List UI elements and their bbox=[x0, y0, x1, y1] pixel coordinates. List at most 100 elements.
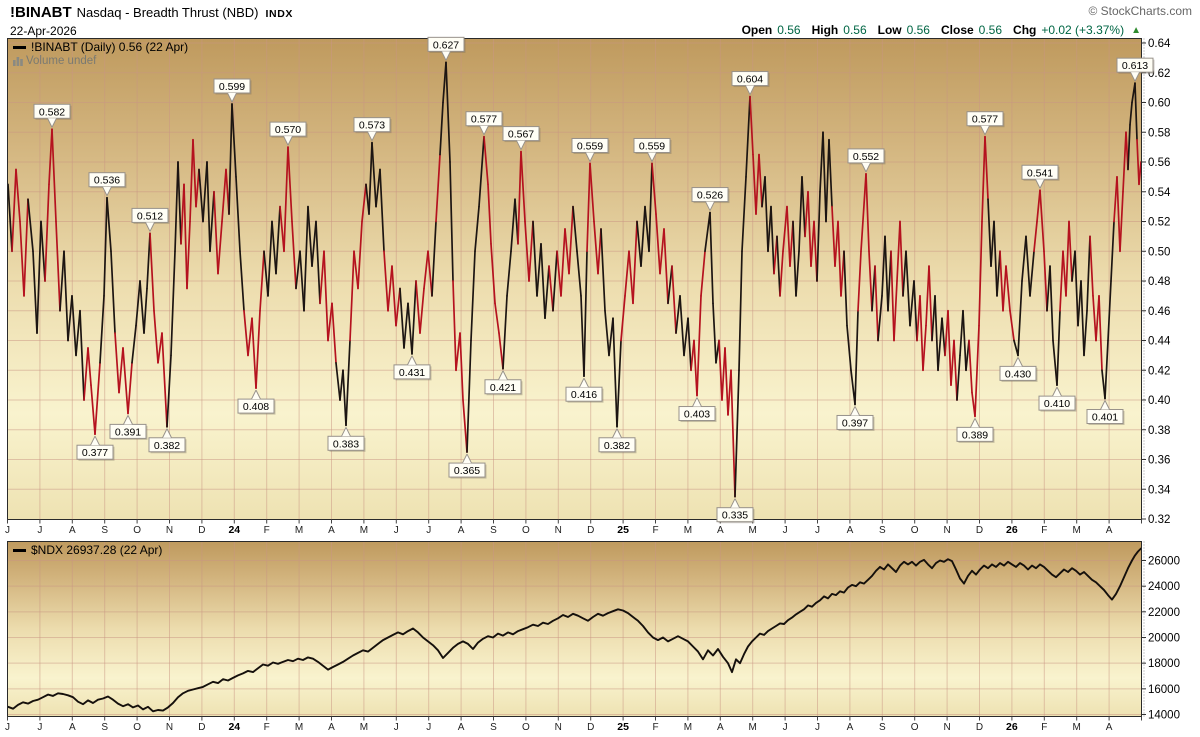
y-axis-label: 0.48 bbox=[1148, 276, 1170, 288]
annotation-callout: 0.567 bbox=[502, 126, 541, 150]
month-label: F bbox=[264, 722, 270, 733]
month-label: S bbox=[490, 722, 497, 733]
binabt-line-segment bbox=[510, 198, 516, 253]
month-label: J bbox=[426, 525, 431, 536]
binabt-line-segment bbox=[764, 176, 769, 253]
binabt-line-segment bbox=[431, 220, 437, 297]
binabt-line-segment bbox=[506, 250, 512, 297]
binabt-line-segment bbox=[560, 228, 566, 297]
binabt-line-segment bbox=[331, 302, 337, 364]
annotation-callout: 0.559 bbox=[571, 137, 610, 162]
ndx-line bbox=[7, 547, 1142, 713]
annotation-value: 0.383 bbox=[333, 438, 359, 450]
binabt-line-segment bbox=[183, 183, 188, 290]
binabt-line-segment bbox=[953, 339, 958, 401]
binabt-line-segment bbox=[770, 205, 775, 275]
binabt-line-segment bbox=[170, 250, 176, 357]
annotation-value: 0.408 bbox=[243, 401, 269, 413]
binabt-line-segment bbox=[427, 250, 433, 297]
binabt-line-segment bbox=[893, 280, 898, 342]
binabt-line-segment bbox=[459, 332, 464, 401]
annotation-callout: 0.408 bbox=[237, 389, 276, 415]
binabt-line-segment bbox=[1134, 82, 1138, 141]
binabt-line-segment bbox=[1002, 265, 1007, 312]
binabt-line-segment bbox=[640, 205, 646, 267]
month-label: A bbox=[847, 722, 854, 733]
binabt-line-segment bbox=[913, 280, 918, 342]
annotation-value: 0.577 bbox=[471, 114, 497, 126]
binabt-line-segment bbox=[576, 250, 582, 297]
month-label: D bbox=[198, 525, 205, 536]
binabt-line-segment bbox=[498, 332, 504, 370]
month-label: J bbox=[5, 722, 10, 733]
annotation-value: 0.570 bbox=[275, 124, 301, 136]
month-label: J bbox=[37, 525, 42, 536]
binabt-line-segment bbox=[996, 250, 1001, 297]
binabt-line-segment bbox=[648, 162, 653, 253]
binabt-line-segment bbox=[687, 317, 692, 372]
annotation-value: 0.541 bbox=[1027, 167, 1053, 179]
binabt-line-segment bbox=[999, 250, 1004, 312]
binabt-line-segment bbox=[23, 198, 29, 297]
annotation-value: 0.401 bbox=[1092, 412, 1118, 424]
y-axis-label: 22000 bbox=[1148, 607, 1180, 619]
month-label: A bbox=[69, 525, 76, 536]
binabt-line-segment bbox=[247, 317, 253, 357]
binabt-line-segment bbox=[439, 101, 444, 156]
binabt-line-segment bbox=[483, 135, 489, 186]
annotation-value: 0.526 bbox=[697, 190, 723, 202]
binabt-line-segment bbox=[407, 302, 413, 355]
month-label: J bbox=[394, 525, 399, 536]
month-label: F bbox=[652, 525, 658, 536]
binabt-line-segment bbox=[1025, 235, 1031, 297]
binabt-line-segment bbox=[700, 250, 706, 297]
year-label: 26 bbox=[1006, 721, 1018, 733]
month-label: J bbox=[5, 525, 10, 536]
month-label: J bbox=[815, 525, 820, 536]
copyright: © StockCharts.com bbox=[1088, 4, 1192, 18]
annotation-callout: 0.421 bbox=[484, 370, 523, 396]
binabt-line-segment bbox=[1107, 280, 1112, 342]
binabt-line-segment bbox=[371, 141, 377, 208]
binabt-line-segment bbox=[968, 339, 973, 394]
annotation-callout: 0.389 bbox=[956, 418, 995, 443]
binabt-line-segment bbox=[608, 317, 614, 357]
month-label: M bbox=[749, 722, 757, 733]
binabt-line-segment bbox=[655, 213, 661, 275]
month-label: D bbox=[587, 525, 594, 536]
binabt-line-segment bbox=[474, 205, 480, 253]
binabt-line-segment bbox=[361, 183, 367, 223]
plot-border bbox=[7, 541, 1142, 717]
binabt-line-segment bbox=[63, 250, 69, 342]
annotation-callout: 0.559 bbox=[633, 137, 672, 162]
binabt-line-segment bbox=[186, 220, 191, 290]
binabt-line-segment bbox=[19, 220, 25, 297]
binabt-line-segment bbox=[44, 183, 50, 282]
binabt-line-segment bbox=[857, 250, 862, 312]
y-axis-label: 0.64 bbox=[1148, 38, 1171, 50]
annotation-callout: 0.430 bbox=[999, 357, 1038, 382]
annotation-value: 0.382 bbox=[604, 440, 630, 452]
binabt-line-segment bbox=[135, 280, 141, 327]
binabt-line-segment bbox=[174, 161, 179, 253]
month-label: A bbox=[1106, 525, 1113, 536]
annotation-value: 0.403 bbox=[684, 409, 710, 421]
binabt-line-segment bbox=[941, 317, 946, 357]
binabt-line-segment bbox=[1029, 250, 1035, 297]
binabt-line-segment bbox=[177, 161, 182, 245]
binabt-line-segment bbox=[114, 332, 120, 394]
binabt-line-segment bbox=[738, 250, 743, 372]
binabt-line-segment bbox=[202, 161, 208, 223]
binabt-line-segment bbox=[1049, 265, 1054, 342]
binabt-line-segment bbox=[1136, 138, 1140, 186]
annotation-value: 0.421 bbox=[490, 382, 516, 394]
binabt-line-segment bbox=[255, 309, 261, 389]
binabt-line-segment bbox=[387, 265, 393, 312]
binabt-line-segment bbox=[752, 153, 757, 215]
binabt-line-segment bbox=[604, 309, 610, 357]
binabt-line-segment bbox=[161, 332, 168, 428]
binabt-line-segment bbox=[786, 205, 791, 267]
symbol-label: !BINABT bbox=[10, 4, 72, 21]
month-label: D bbox=[976, 722, 983, 733]
binabt-line-segment bbox=[157, 332, 163, 364]
